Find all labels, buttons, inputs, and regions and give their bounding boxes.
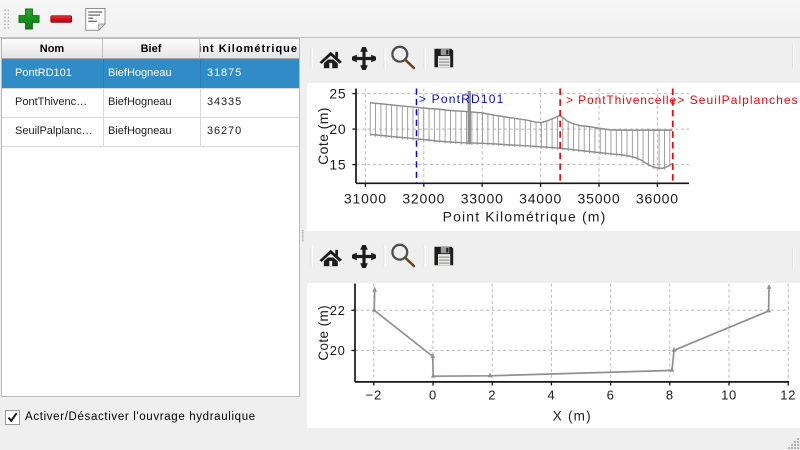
- svg-text:−2: −2: [366, 388, 382, 403]
- svg-text:25: 25: [329, 86, 346, 102]
- svg-text:X (m): X (m): [553, 408, 592, 423]
- svg-text:36000: 36000: [636, 191, 679, 207]
- svg-text:2: 2: [488, 388, 496, 403]
- svg-text:> PontRD101: > PontRD101: [419, 92, 505, 106]
- svg-text:Cote (m): Cote (m): [316, 305, 331, 361]
- svg-text:35000: 35000: [578, 191, 621, 207]
- svg-text:20: 20: [329, 121, 346, 137]
- svg-text:34000: 34000: [519, 191, 562, 207]
- svg-text:20: 20: [330, 343, 346, 358]
- svg-text:33000: 33000: [461, 191, 504, 207]
- svg-text:12: 12: [780, 388, 796, 403]
- svg-text:Cote (m): Cote (m): [315, 107, 331, 165]
- svg-text:6: 6: [607, 388, 615, 403]
- svg-text:4: 4: [547, 388, 555, 403]
- svg-text:> SeuilPalplanches: > SeuilPalplanches: [677, 93, 798, 107]
- svg-text:32000: 32000: [402, 191, 445, 207]
- svg-text:> PontThivencelle: > PontThivencelle: [566, 93, 677, 107]
- svg-text:Point Kilométrique (m): Point Kilométrique (m): [443, 209, 607, 225]
- svg-text:31000: 31000: [344, 191, 387, 207]
- svg-text:22: 22: [330, 303, 346, 318]
- svg-text:8: 8: [666, 388, 674, 403]
- svg-text:15: 15: [329, 157, 346, 173]
- svg-text:0: 0: [429, 388, 437, 403]
- svg-text:10: 10: [721, 388, 737, 403]
